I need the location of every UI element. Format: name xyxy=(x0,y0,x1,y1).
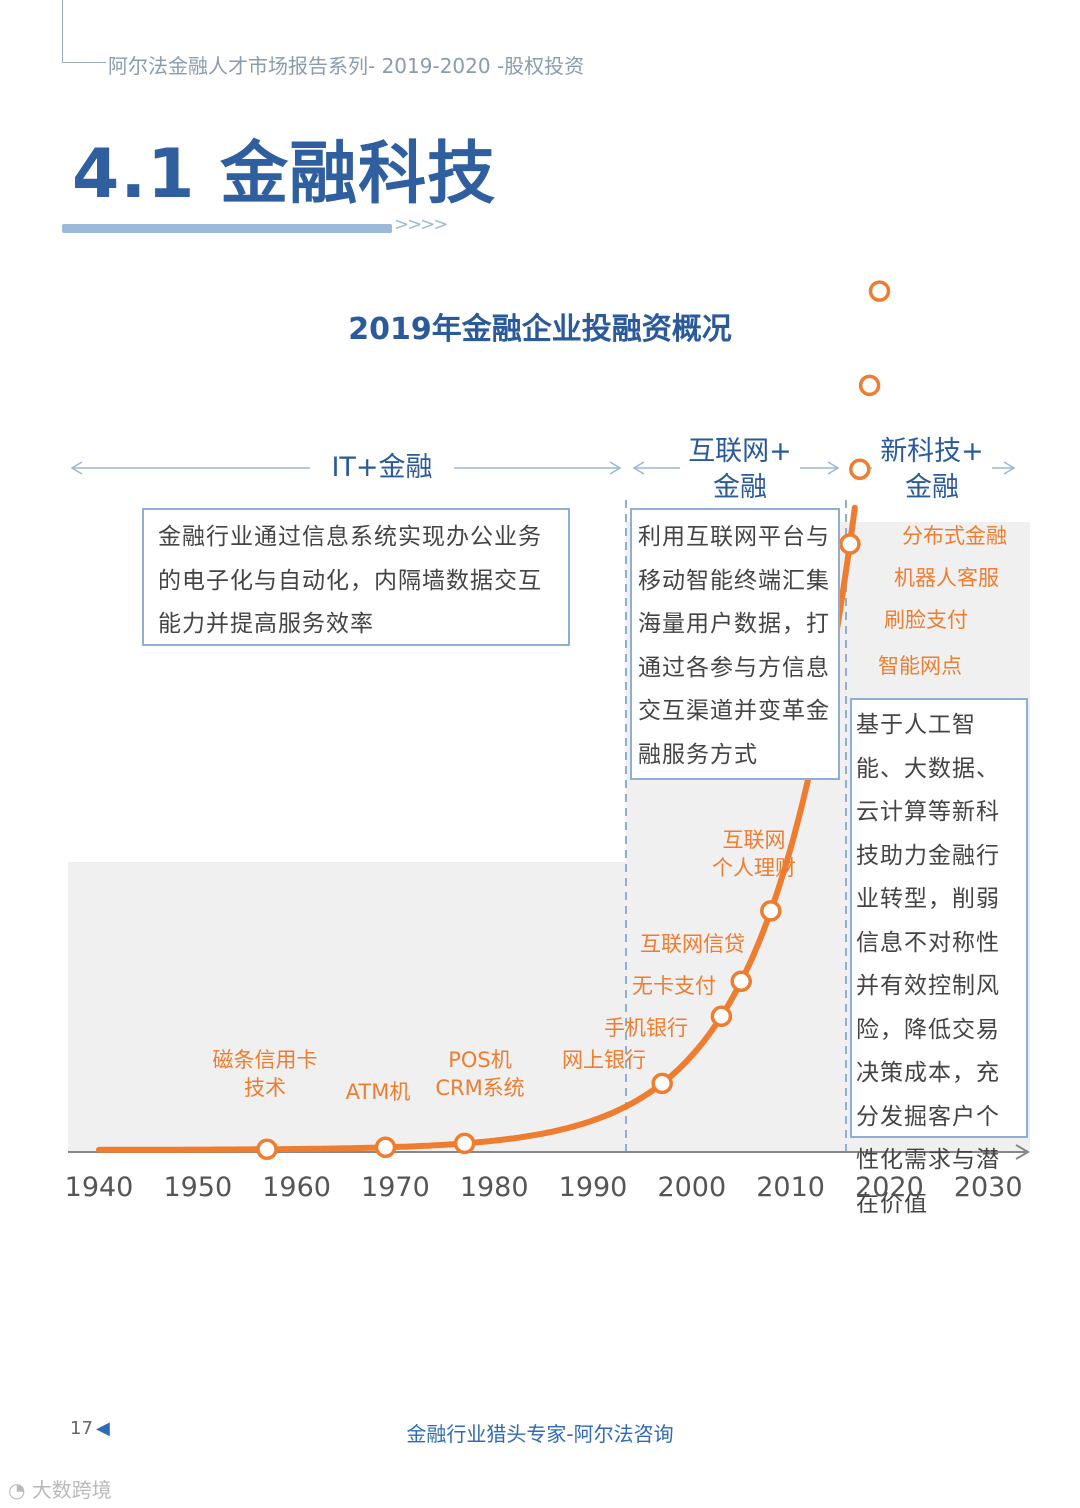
x-tick-label: 1960 xyxy=(262,1172,331,1203)
x-tick-label: 2000 xyxy=(657,1172,727,1203)
description-it: 金融行业通过信息系统实现办公业务的电子化与自动化，内隔墙数据交互能力并提高服务效… xyxy=(142,508,570,646)
series-title: 阿尔法金融人才市场报告系列- 2019-2020 -股权投资 xyxy=(108,54,585,78)
milestone-marker-9 xyxy=(849,458,871,481)
footer-logo: ◔ 大数跨境 xyxy=(8,1478,112,1502)
shade-it-era xyxy=(68,862,626,1152)
x-tick-label: 1970 xyxy=(361,1172,430,1203)
axis-arrow-icon xyxy=(1015,1144,1030,1160)
milestone-marker-11 xyxy=(868,280,891,302)
x-tick-label: 2030 xyxy=(953,1172,1023,1203)
title-underline xyxy=(62,224,392,233)
x-tick-label: 1940 xyxy=(64,1172,134,1203)
milestone-label: POS机 CRM系统 xyxy=(435,1048,525,1100)
milestone-label: 互联网信贷 xyxy=(640,932,745,956)
milestone-marker-1 xyxy=(374,1136,397,1159)
milestone-marker-8 xyxy=(839,533,861,555)
logo-icon: ◔ xyxy=(8,1478,32,1502)
era-label-newtech: 新科技+ 金融 xyxy=(880,436,984,503)
chart-title: 2019年金融企业投融资概况 xyxy=(348,312,732,347)
era-label-it: IT+金融 xyxy=(331,452,433,483)
header-line xyxy=(62,0,63,62)
x-tick-label: 1990 xyxy=(558,1172,628,1203)
milestone-marker-2 xyxy=(453,1132,476,1155)
milestone-marker-0 xyxy=(256,1138,278,1161)
description-internet: 利用互联网平台与移动智能终端汇集海量用户数据，打通过各参与方信息交互渠道并变革金… xyxy=(630,508,840,780)
chevron-icon: >>>> xyxy=(394,214,448,235)
section-title: 4.1 金融科技 xyxy=(72,135,497,214)
milestone-label: 无卡支付 xyxy=(632,974,716,998)
x-tick-label: 2010 xyxy=(756,1172,825,1203)
milestone-label: 手机银行 xyxy=(604,1016,688,1040)
x-tick-label: 2020 xyxy=(855,1172,924,1203)
header-line xyxy=(62,62,106,63)
milestone-marker-5 xyxy=(730,970,752,993)
milestone-label: 网上银行 xyxy=(562,1048,646,1072)
x-tick-label: 1980 xyxy=(459,1172,529,1203)
milestone-marker-10 xyxy=(858,374,881,397)
triangle-left-icon: ◀ xyxy=(96,1418,110,1439)
milestone-label: 智能网点 xyxy=(878,654,962,678)
footer-tagline: 金融行业猎头专家-阿尔法咨询 xyxy=(406,1422,674,1446)
x-tick-label: 1950 xyxy=(163,1172,233,1203)
milestone-label: ATM机 xyxy=(345,1080,411,1104)
era-label-internet: 互联网+ 金融 xyxy=(688,436,792,503)
milestone-label: 互联网 个人理财 xyxy=(712,828,796,880)
milestone-label: 刷脸支付 xyxy=(884,608,968,632)
description-newtech: 基于人工智能、大数据、云计算等新科技助力金融行业转型，削弱信息不对称性并有效控制… xyxy=(850,698,1028,1217)
milestone-label: 机器人客服 xyxy=(894,566,999,590)
milestone-marker-4 xyxy=(710,1005,733,1028)
milestone-label: 分布式金融 xyxy=(902,524,1007,548)
milestone-label: 磁条信用卡 技术 xyxy=(212,1048,318,1100)
page-number: 17 xyxy=(70,1418,93,1439)
growth-curve xyxy=(96,504,858,1153)
milestone-marker-3 xyxy=(651,1072,673,1095)
milestone-marker-6 xyxy=(760,900,782,922)
